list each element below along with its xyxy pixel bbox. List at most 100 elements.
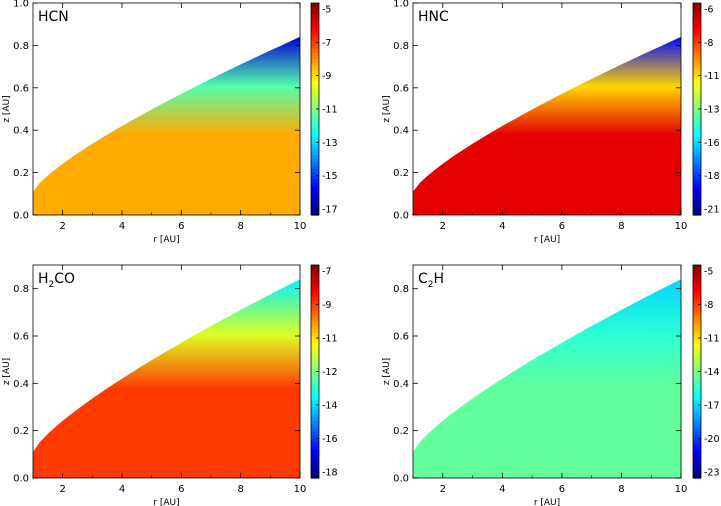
x-tick-label: 4: [499, 221, 505, 232]
colorbar-segment: [693, 66, 701, 71]
colorbar-segment: [311, 137, 319, 142]
colorbar-segment: [311, 13, 319, 18]
colorbar-segment: [311, 94, 319, 99]
colorbar-segment: [311, 98, 319, 103]
colorbar-segment: [311, 77, 319, 82]
colorbar-segment: [311, 424, 319, 429]
title-main: C: [418, 271, 428, 287]
colorbar-segment: [693, 403, 701, 408]
colorbar-segment: [693, 87, 701, 92]
colorbar-segment: [311, 343, 319, 348]
x-tick-label: 6: [178, 484, 184, 495]
colorbar-segment: [311, 154, 319, 160]
colorbar-segment: [693, 41, 701, 46]
colorbar-segment: [693, 467, 701, 472]
x-tick-label: 2: [59, 484, 65, 495]
plot-frame: [32, 264, 301, 479]
colorbar-segment: [311, 360, 319, 365]
colorbar-segment: [693, 6, 701, 11]
colorbar-segment: [311, 332, 319, 337]
colorbar-segment: [311, 183, 319, 188]
colorbar-segment: [693, 304, 701, 309]
colorbar-segment: [311, 31, 319, 36]
colorbar-segment: [311, 357, 319, 362]
colorbar-segment: [693, 147, 701, 152]
colorbar-tick-label: -17: [704, 401, 720, 412]
colorbar-segment: [311, 364, 319, 369]
colorbar-segment: [311, 314, 319, 319]
y-axis-label: z [AU]: [2, 95, 12, 122]
colorbar-segment: [693, 183, 701, 188]
title-main: HCN: [38, 9, 69, 25]
plot-frame: [412, 264, 682, 479]
colorbar-segment: [693, 77, 701, 82]
x-tick-label: 10: [675, 484, 688, 495]
colorbar-segment: [693, 421, 701, 426]
title-main: H: [38, 271, 49, 287]
colorbar-segment: [311, 279, 319, 284]
colorbar-segment: [693, 105, 701, 110]
colorbar-segment: [693, 73, 701, 78]
colorbar-segment: [311, 410, 319, 415]
x-tick-label: 8: [618, 221, 624, 232]
colorbar-segment: [693, 385, 701, 390]
x-tick-label: 10: [294, 221, 307, 232]
colorbar-segment: [693, 449, 701, 454]
colorbar-segment: [693, 63, 701, 68]
colorbar-segment: [311, 112, 319, 117]
x-tick-label: 8: [237, 221, 243, 232]
colorbar-segment: [311, 197, 319, 202]
colorbar-segment: [311, 463, 319, 468]
colorbar-segment: [693, 438, 701, 444]
colorbar-segment: [311, 200, 319, 205]
colorbar-segment: [693, 367, 701, 373]
panel-title: HCN: [38, 9, 69, 25]
colorbar-tick-label: -11: [704, 71, 720, 82]
colorbar-segment: [693, 126, 701, 131]
colorbar-segment: [693, 375, 701, 380]
panel-title: H2CO: [38, 271, 75, 290]
colorbar-segment: [693, 200, 701, 205]
colorbar-segment: [693, 186, 701, 191]
x-axis-label: r [AU]: [534, 235, 560, 245]
colorbar-segment: [311, 385, 319, 390]
x-tick-label: 2: [440, 221, 446, 232]
colorbar-segment: [693, 307, 701, 312]
colorbar-segment: [311, 3, 319, 8]
colorbar-segment: [693, 293, 701, 298]
colorbar-segment: [311, 162, 319, 167]
colorbar-segment: [311, 10, 319, 15]
y-tick-label: 0.8: [393, 284, 409, 295]
colorbar-segment: [311, 431, 319, 436]
colorbar-segment: [311, 41, 319, 46]
colorbar-segment: [311, 325, 319, 330]
colorbar-segment: [311, 421, 319, 426]
colorbar-segment: [311, 389, 319, 394]
colorbar-tick-label: -12: [322, 367, 338, 378]
colorbar-segment: [311, 311, 319, 316]
y-axis-label: z [AU]: [382, 358, 392, 385]
colorbar-segment: [311, 105, 319, 110]
colorbar-segment: [311, 346, 319, 351]
colorbar: -5 -8 -11 -14 -17 -20 -23: [692, 264, 720, 479]
plot-frame: [32, 2, 301, 216]
colorbar-segment: [693, 20, 701, 25]
colorbar-segment: [693, 474, 701, 479]
abundance-map: [33, 36, 300, 216]
colorbar-segment: [311, 34, 319, 39]
colorbar-segment: [693, 56, 701, 61]
y-tick-label: 0.6: [393, 83, 409, 94]
colorbar-segment: [311, 336, 319, 341]
colorbar-tick-label: -11: [704, 334, 720, 345]
colorbar-segment: [693, 70, 701, 75]
colorbar-segment: [311, 109, 319, 114]
y-tick-label: 0.6: [13, 332, 29, 343]
colorbar-segment: [693, 328, 701, 334]
colorbar-tick-label: -7: [322, 38, 331, 49]
chart-panel-1: 2 4 6 8 10 0.0 0.2 0.4 0.6 0.8 1.0 r [AU] z [AU] HCN -…: [2, 0, 338, 245]
colorbar-segment: [311, 87, 319, 92]
colorbar-segment: [311, 456, 319, 461]
colorbar-segment: [693, 343, 701, 348]
x-tick-label: 2: [440, 484, 446, 495]
